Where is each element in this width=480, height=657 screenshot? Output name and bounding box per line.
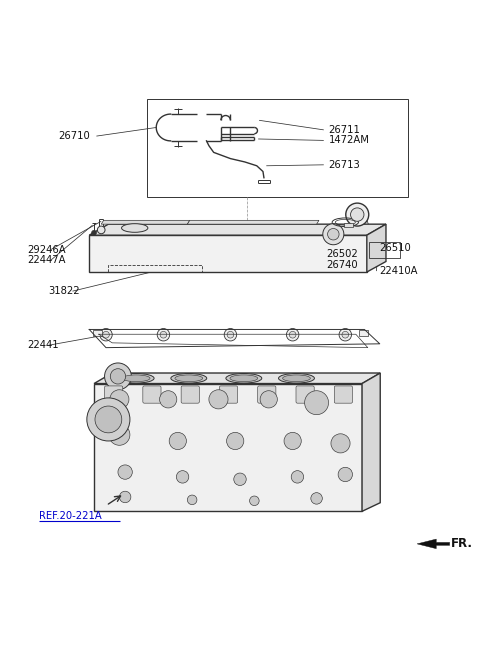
Ellipse shape <box>171 373 207 383</box>
Bar <box>108 265 202 272</box>
Text: 26740: 26740 <box>326 260 358 270</box>
Circle shape <box>224 328 237 341</box>
Polygon shape <box>417 539 450 549</box>
Circle shape <box>287 328 299 341</box>
Circle shape <box>100 328 112 341</box>
Text: REF.20-221A: REF.20-221A <box>39 511 102 521</box>
Ellipse shape <box>230 375 258 382</box>
FancyBboxPatch shape <box>181 386 199 403</box>
Polygon shape <box>101 220 190 224</box>
FancyBboxPatch shape <box>296 386 314 403</box>
Polygon shape <box>89 235 367 272</box>
Circle shape <box>331 434 350 453</box>
Circle shape <box>109 424 130 445</box>
Ellipse shape <box>226 373 262 383</box>
Circle shape <box>87 398 130 441</box>
Polygon shape <box>94 373 380 384</box>
FancyBboxPatch shape <box>258 386 276 403</box>
Circle shape <box>105 363 132 390</box>
Ellipse shape <box>283 375 311 382</box>
Circle shape <box>227 331 234 338</box>
Circle shape <box>120 491 131 503</box>
Circle shape <box>323 223 344 245</box>
Bar <box>344 223 353 227</box>
Text: 26711: 26711 <box>328 125 360 135</box>
Circle shape <box>338 467 352 482</box>
Text: 22441: 22441 <box>27 340 59 350</box>
Ellipse shape <box>122 375 150 382</box>
Circle shape <box>342 331 348 338</box>
Circle shape <box>92 231 96 235</box>
Circle shape <box>350 208 364 221</box>
Text: 26710: 26710 <box>58 131 90 141</box>
Circle shape <box>289 331 296 338</box>
Circle shape <box>284 432 301 449</box>
Bar <box>359 330 368 336</box>
Circle shape <box>250 496 259 506</box>
Bar <box>93 330 102 336</box>
Circle shape <box>187 495 197 505</box>
Circle shape <box>339 328 351 341</box>
Polygon shape <box>362 373 380 511</box>
Circle shape <box>305 391 328 415</box>
Bar <box>147 99 408 197</box>
Circle shape <box>118 465 132 479</box>
Polygon shape <box>94 384 362 511</box>
Circle shape <box>169 432 186 449</box>
Ellipse shape <box>121 223 148 233</box>
FancyBboxPatch shape <box>143 386 161 403</box>
Text: 22447A: 22447A <box>27 255 65 265</box>
Text: FR.: FR. <box>451 537 473 551</box>
Text: 29246A: 29246A <box>27 244 66 254</box>
Circle shape <box>103 331 109 338</box>
Text: 22410A: 22410A <box>379 266 417 276</box>
FancyBboxPatch shape <box>105 386 123 403</box>
Circle shape <box>227 432 244 449</box>
Text: 26502: 26502 <box>326 249 358 260</box>
Text: 31822: 31822 <box>48 286 80 296</box>
Circle shape <box>159 391 177 408</box>
Circle shape <box>260 391 277 408</box>
Text: 1472AM: 1472AM <box>328 135 370 145</box>
Text: 26713: 26713 <box>328 160 360 170</box>
Circle shape <box>97 226 105 234</box>
Circle shape <box>110 390 129 409</box>
Circle shape <box>311 493 323 504</box>
Circle shape <box>176 470 189 483</box>
Circle shape <box>346 203 369 226</box>
Circle shape <box>95 406 122 433</box>
Circle shape <box>234 473 246 486</box>
Circle shape <box>327 229 339 240</box>
Polygon shape <box>367 224 386 272</box>
Polygon shape <box>187 220 319 224</box>
Circle shape <box>160 331 167 338</box>
Ellipse shape <box>175 375 203 382</box>
Text: 26510: 26510 <box>379 243 410 253</box>
Ellipse shape <box>278 373 314 383</box>
Circle shape <box>209 390 228 409</box>
FancyBboxPatch shape <box>219 386 238 403</box>
Circle shape <box>110 369 126 384</box>
Polygon shape <box>89 224 386 235</box>
Circle shape <box>157 328 169 341</box>
Circle shape <box>291 470 304 483</box>
Bar <box>369 242 400 258</box>
FancyBboxPatch shape <box>334 386 352 403</box>
Ellipse shape <box>118 373 154 383</box>
